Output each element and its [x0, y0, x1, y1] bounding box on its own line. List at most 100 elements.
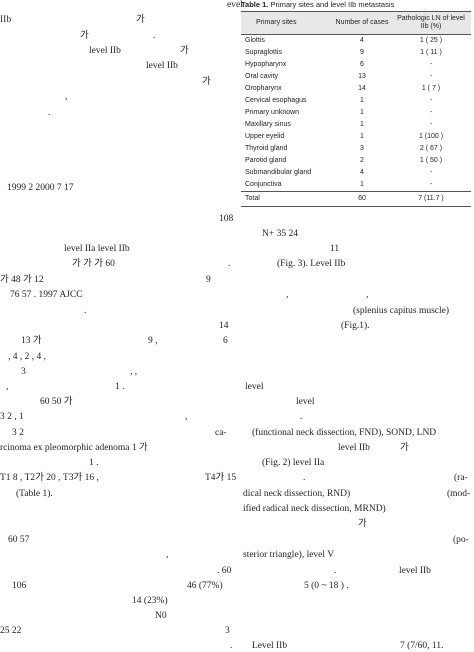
text-line: (po- — [453, 535, 469, 545]
cell-site: Thyroid gland — [245, 145, 288, 152]
text-line: (Table 1). — [16, 489, 53, 499]
text-line: . — [153, 31, 156, 41]
cell-pathologic-ln: - — [429, 109, 433, 116]
table-body: Glottis 4 1 ( 25 ) Supraglottis 9 1 ( 11 ) Hyp… — [241, 35, 471, 207]
cell-site: Conjunctiva — [245, 181, 282, 188]
cell-cases: 1 — [360, 133, 364, 140]
text-line: level IIb — [338, 443, 370, 453]
table-caption-text: Primary sites and level IIb metastasis — [270, 0, 395, 9]
cell-cases: 1 — [360, 121, 364, 128]
text-line: (splenius capitus muscle) — [353, 306, 450, 316]
table-row: Thyroid gland 3 2 ( 67 ) — [241, 143, 471, 155]
header-pathologic-ln: Pathologic LN of level IIb (%) — [391, 11, 471, 35]
cell-site: Oropharynx — [245, 85, 282, 92]
text-line: , — [166, 550, 169, 560]
text-line: level IIa level IIb — [64, 244, 130, 254]
text-line: 5 (0 ~ 18 ) . — [304, 581, 349, 591]
text-line: (Fig. 2) level IIa — [262, 458, 325, 468]
text-line: 9 , — [148, 336, 158, 346]
text-line: 60 50 가 — [40, 397, 73, 407]
text-line: 3 2 , 1 — [0, 412, 24, 422]
text-line: , — [6, 382, 9, 392]
cell-site: Upper eyelid — [245, 133, 285, 140]
text-line: level IIb — [146, 61, 178, 71]
table-label: Table 1. — [241, 0, 269, 9]
text-line: 3 2 — [12, 428, 24, 438]
table-row: Primary unknown 1 - — [241, 107, 471, 119]
text-line: 가 — [358, 519, 367, 529]
text-line: 가 — [202, 77, 211, 87]
text-line: 14 (23%) — [132, 596, 168, 606]
table-row: Oral cavity 13 - — [241, 71, 471, 83]
text-line: 76 57 . 1997 AJCC — [10, 290, 83, 300]
text-line: . — [84, 306, 87, 316]
text-line: T1 8 , T2가 20 , T3가 16 , — [0, 473, 99, 483]
text-line: . 60 — [217, 566, 232, 576]
text-line: 가 — [180, 46, 189, 56]
text-line: 106 — [12, 581, 27, 591]
cell-cases: 1 — [360, 97, 364, 104]
text-line: level IIb — [399, 566, 431, 576]
text-line: N+ 35 24 — [262, 229, 298, 239]
cell-site: Supraglottis — [245, 49, 282, 56]
cell-pathologic-ln: 1 ( 25 ) — [419, 37, 443, 44]
text-line: rcinoma ex pleomorphic adenoma 1 가 — [0, 443, 148, 453]
text-line: 6 — [223, 336, 228, 346]
text-line: 1 . — [89, 458, 99, 468]
text-line: 14 — [219, 321, 229, 331]
text-line: Level IIb — [252, 641, 288, 651]
text-line: 3 — [21, 367, 26, 377]
table-row: Oropharynx 14 1 ( 7 ) — [241, 83, 471, 95]
text-line: level — [245, 382, 264, 392]
header-primary-sites: Primary sites — [241, 11, 333, 35]
total-pathologic-ln: 7 (11.7 ) — [391, 191, 471, 207]
text-line: , 4 , 2 , 4 , — [8, 352, 46, 362]
cell-pathologic-ln: - — [429, 121, 433, 128]
cell-pathologic-ln: - — [429, 61, 433, 68]
text-line: ified radical neck dissection, MRND) — [243, 504, 386, 514]
text-line: evel — [227, 0, 243, 10]
text-line: . — [228, 259, 231, 269]
cell-cases: 1 — [360, 109, 364, 116]
cell-site: Glottis — [245, 37, 265, 44]
cell-pathologic-ln: 1 ( 50 ) — [419, 157, 443, 164]
cell-cases: 1 — [360, 181, 364, 188]
table-row: Parotid gland 2 1 ( 50 ) — [241, 155, 471, 167]
text-line: 25 22 — [0, 626, 22, 636]
text-line: (Fig.1). — [341, 321, 370, 331]
cell-cases: 6 — [360, 61, 364, 68]
text-line: (mod- — [447, 489, 471, 499]
text-line: , — [366, 290, 369, 300]
cell-pathologic-ln: - — [429, 97, 433, 104]
cell-cases: 14 — [358, 85, 366, 92]
text-line: , — [286, 290, 289, 300]
text-line: 가 — [80, 31, 89, 41]
table-caption: Table 1. Primary sites and level IIb met… — [241, 0, 394, 9]
text-line: 60 57 — [8, 535, 30, 545]
cell-pathologic-ln: 2 ( 67 ) — [419, 145, 443, 152]
cell-site: Hypopharynx — [245, 61, 287, 68]
table-total-row: Total 60 7 (11.7 ) — [241, 191, 471, 207]
text-line: (ra- — [454, 473, 468, 483]
text-line: 가 48 가 12 — [0, 275, 44, 285]
cell-pathologic-ln: - — [429, 169, 433, 176]
text-line: 46 (77%) — [187, 581, 223, 591]
table-row: Glottis 4 1 ( 25 ) — [241, 35, 471, 48]
table-row: Maxillary sinus 1 - — [241, 119, 471, 131]
text-line: . — [334, 566, 337, 576]
text-line: IIb — [0, 15, 12, 25]
table-row: Cervical esophagus 1 - — [241, 95, 471, 107]
text-line: 13 가 — [21, 336, 42, 346]
cell-site: Parotid gland — [245, 157, 287, 164]
text-line: . — [303, 473, 306, 483]
text-line: 가 — [136, 15, 145, 25]
table-row: Conjunctiva 1 - — [241, 179, 471, 192]
text-line: . — [48, 108, 51, 118]
primary-sites-table: Primary sites Number of cases Pathologic… — [241, 11, 471, 207]
header-number-of-cases: Number of cases — [333, 11, 391, 35]
text-line: level — [296, 397, 315, 407]
table-row: Upper eyelid 1 1 (100 ) — [241, 131, 471, 143]
text-line: level IIb — [89, 46, 121, 56]
cell-site: Submandibular gland — [245, 169, 312, 176]
cell-cases: 4 — [360, 169, 364, 176]
